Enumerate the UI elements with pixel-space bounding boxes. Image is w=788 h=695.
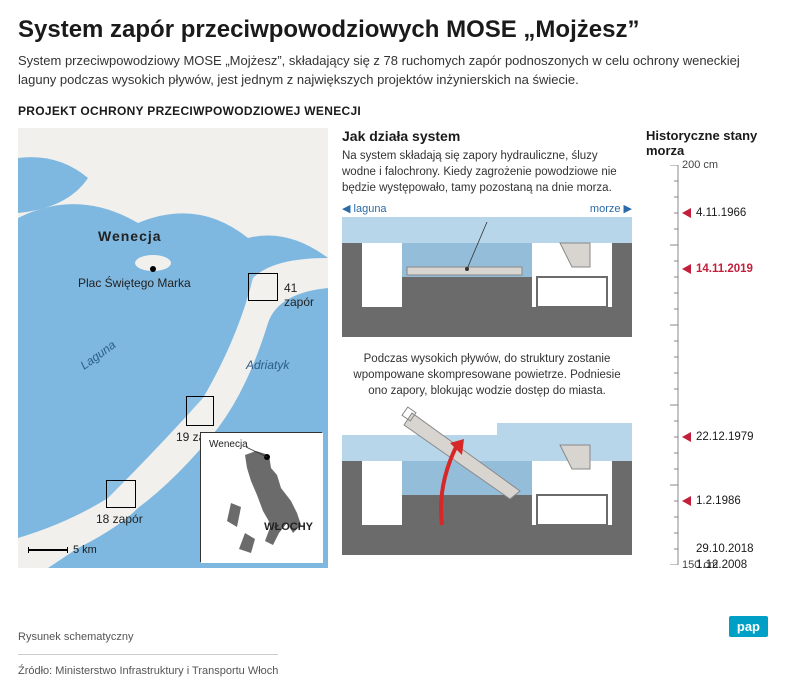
- footer-note: Rysunek schematyczny: [18, 629, 278, 647]
- level-event: 1.2.1986: [682, 495, 741, 507]
- diagram-text-1: Na system składają się zapory hydraulicz…: [342, 148, 632, 196]
- gate-box: [248, 273, 278, 301]
- cross-section-up: [342, 405, 632, 555]
- pap-logo: pap: [729, 616, 768, 637]
- section-subhead: PROJEKT OCHRONY PRZECIWPOWODZIOWEJ WENEC…: [18, 104, 770, 118]
- lead-text: System przeciwpowodziowy MOSE „Mojżesz”,…: [18, 52, 770, 90]
- inset-country: WŁOCHY: [264, 521, 313, 533]
- level-marker-icon: [682, 208, 691, 218]
- level-event: 22.12.1979: [682, 431, 754, 443]
- level-marker-icon: [682, 496, 691, 506]
- map-scale-label: 5 km: [73, 544, 97, 556]
- ruler-endpoint: 200 cm: [682, 159, 718, 171]
- diagrams-panel: Jak działa system Na system składają się…: [342, 128, 632, 570]
- map-inset: Wenecja WŁOCHY: [200, 432, 322, 562]
- map-panel: Wenecja Plac Świętego Marka Laguna Adria…: [18, 128, 328, 568]
- map-sea-label: Adriatyk: [246, 358, 289, 372]
- inset-city: Wenecja: [209, 439, 248, 450]
- cross-section-down: [342, 217, 632, 337]
- italy-icon: [201, 433, 323, 563]
- gate-box: [186, 396, 214, 426]
- lagoon-side-label: laguna: [354, 203, 387, 215]
- footer-source: Źródło: Ministerstwo Infrastruktury i Tr…: [18, 663, 278, 681]
- page-title: System zapór przeciwpowodziowych MOSE „M…: [18, 16, 770, 44]
- diagram-side-labels: ◀ laguna morze ▶: [342, 202, 632, 215]
- map-landmark-label: Plac Świętego Marka: [78, 276, 191, 290]
- level-event: 14.11.2019: [682, 263, 753, 275]
- ruler-ticks: [666, 165, 682, 565]
- levels-panel: Historyczne stany morza 200 cm150 cm4.11…: [646, 128, 770, 570]
- diagram-title: Jak działa system: [342, 128, 632, 144]
- map-landmark-dot: [150, 266, 156, 272]
- content-row: Wenecja Plac Świętego Marka Laguna Adria…: [18, 128, 770, 570]
- level-event: 4.11.1966: [682, 207, 746, 219]
- levels-ruler: 200 cm150 cm4.11.196614.11.201922.12.197…: [666, 165, 770, 565]
- footer: Rysunek schematyczny Źródło: Ministerstw…: [18, 629, 278, 681]
- map-city-label: Wenecja: [98, 228, 162, 244]
- map-scale: 5 km: [28, 544, 97, 556]
- level-marker-icon: [682, 432, 691, 442]
- gate-label: 41 zapór: [284, 281, 328, 309]
- diagram-text-2: Podczas wysokich pływów, do struktury zo…: [342, 351, 632, 399]
- level-event: 29.10.2018: [682, 543, 754, 555]
- sea-side-label: morze: [590, 203, 621, 215]
- level-event: 1.12.2008: [682, 559, 747, 571]
- level-marker-icon: [682, 264, 691, 274]
- gate-label: 18 zapór: [96, 512, 143, 526]
- levels-title: Historyczne stany morza: [646, 128, 770, 159]
- gate-box: [106, 480, 136, 508]
